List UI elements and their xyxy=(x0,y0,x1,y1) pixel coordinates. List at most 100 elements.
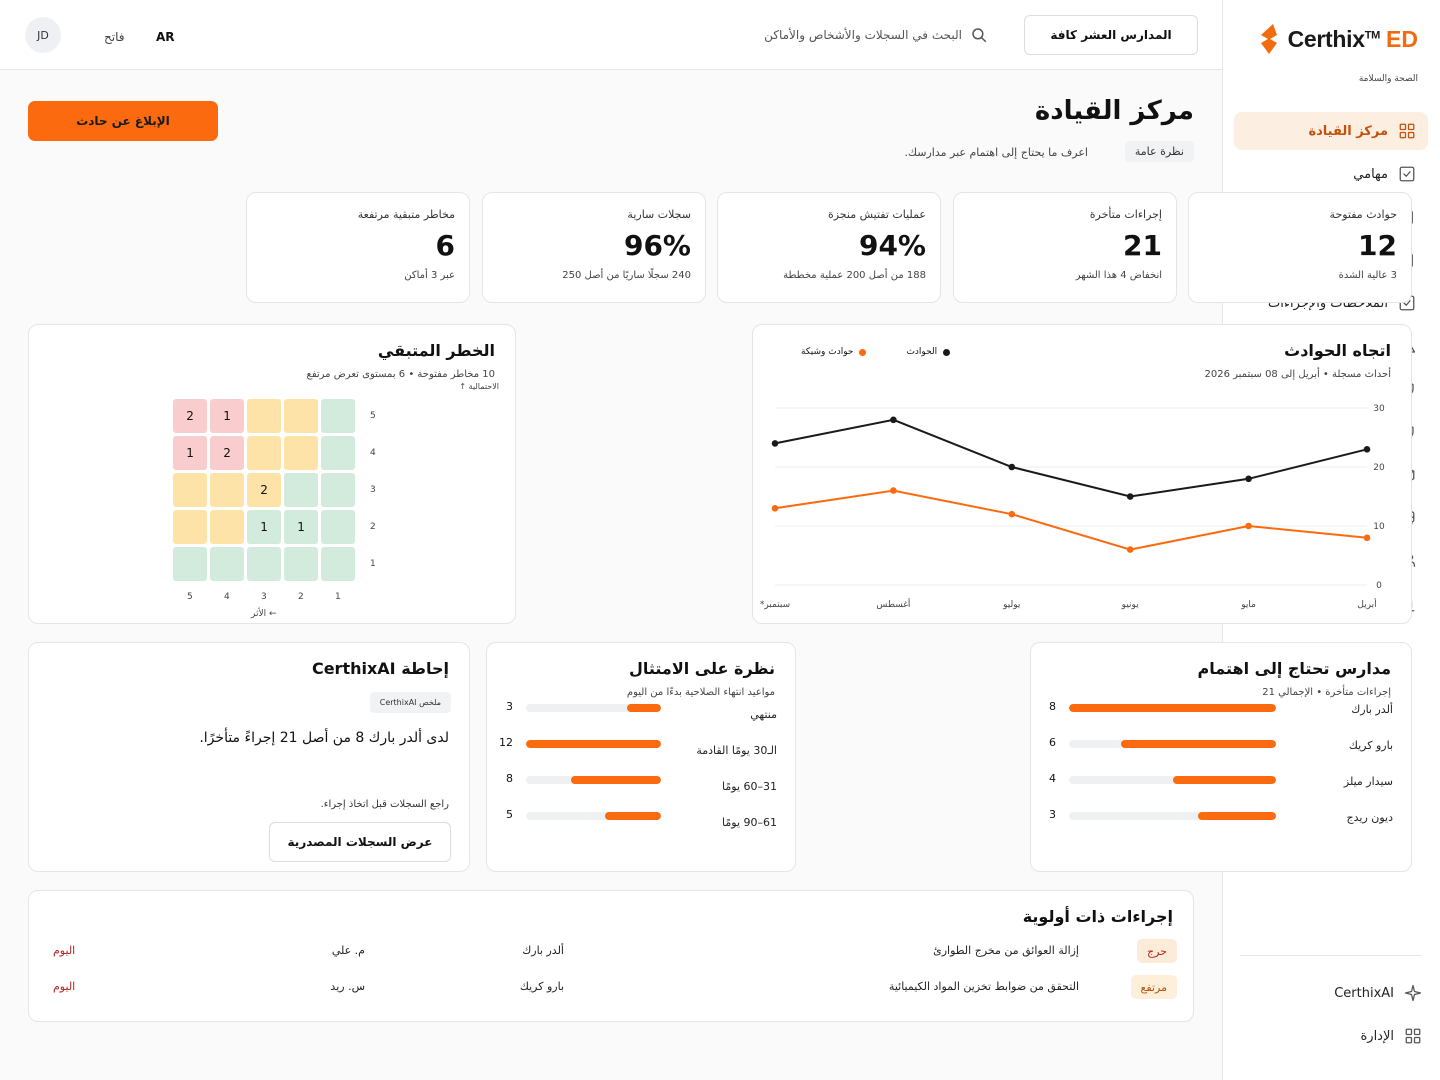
heatmap-cell[interactable] xyxy=(321,510,355,544)
priority-row[interactable]: مرتفع التحقق من ضوابط تخزين المواد الكيمي… xyxy=(49,973,1177,1001)
incident-trend-card: اتجاه الحوادث أحداث مسجلة • أبريل إلى 08… xyxy=(752,324,1412,624)
data-point[interactable] xyxy=(771,505,779,512)
priority-row[interactable]: حرج إزالة العوائق من مخرج الطوارئ ألدر بار… xyxy=(49,937,1177,965)
report-incident-button[interactable]: الإبلاغ عن حادث xyxy=(28,101,218,141)
kpi-note: انخفاض 4 هذا الشهر xyxy=(1075,270,1162,281)
nav-item-bottom-0[interactable]: CerthixAI xyxy=(1240,974,1422,1012)
bar-fill xyxy=(570,776,661,784)
heatmap-cell[interactable] xyxy=(284,473,318,507)
heatmap-cell[interactable]: 2 xyxy=(173,399,207,433)
kpi-value: 96% xyxy=(623,229,691,262)
nav-item-0[interactable]: مركز القيادة xyxy=(1234,112,1428,150)
view-source-records-button[interactable]: عرض السجلات المصدرية xyxy=(269,822,451,862)
data-point[interactable] xyxy=(1008,463,1016,471)
nav-item-label: الإدارة xyxy=(1360,1028,1394,1044)
priority-due: اليوم xyxy=(53,980,76,993)
bar-value: 12 xyxy=(499,736,513,749)
heatmap-cell[interactable] xyxy=(284,547,318,581)
bar-value: 8 xyxy=(1049,700,1056,713)
kpi-card[interactable]: سجلات سارية 96% 240 سجلًا ساريًا من أصل 25… xyxy=(482,192,706,303)
priority-actions-card: إجراءات ذات أولوية حرج إزالة العوائق من م… xyxy=(28,890,1194,1022)
heatmap-cell[interactable] xyxy=(321,473,355,507)
x-tick-label: أغسطس xyxy=(876,598,910,610)
kpi-note: 188 من أصل 200 عملية مخططة xyxy=(783,270,926,281)
kpi-label: إجراءات متأخرة xyxy=(1089,208,1162,221)
kpi-card[interactable]: حوادث مفتوحة 12 3 عالية الشدة xyxy=(1188,192,1412,303)
bar-label: 31–60 يومًا xyxy=(722,780,777,793)
heatmap-cell[interactable]: 1 xyxy=(173,436,207,470)
compliance-title: نظرة على الامتثال xyxy=(628,659,775,678)
bar-fill xyxy=(1069,704,1276,712)
heatmap-cell[interactable] xyxy=(210,473,244,507)
data-point[interactable] xyxy=(1245,522,1252,530)
heatmap-col-label: 2 xyxy=(298,592,304,602)
heatmap-cell[interactable] xyxy=(247,547,281,581)
bar-label: ديون ريدج xyxy=(1346,811,1393,824)
bar-fill xyxy=(1172,776,1276,784)
heatmap-subtitle: 10 مخاطر مفتوحة • 6 بمستوى تعرض مرتفع xyxy=(306,369,496,380)
bar-value: 3 xyxy=(1049,808,1056,821)
search-icon xyxy=(972,28,987,43)
language-toggle[interactable]: AR xyxy=(156,30,175,44)
legend-incidents: الحوادث xyxy=(906,347,951,357)
theme-toggle[interactable]: فاتح xyxy=(104,30,125,44)
bar-label: منتهي xyxy=(750,708,777,721)
trend-subtitle: أحداث مسجلة • أبريل إلى 08 سبتمبر 2026 xyxy=(1204,369,1391,380)
incident-trend-chart: 0 10 20 30 أبريل مايو يونيو يوليو أغسطس سبتمبر* xyxy=(760,404,1385,610)
nav-item-bottom-1[interactable]: الإدارة xyxy=(1240,1017,1422,1055)
search-bar[interactable]: البحث في السجلات والأشخاص والأماكن xyxy=(764,26,988,44)
heatmap-cell[interactable] xyxy=(173,473,207,507)
heatmap-cell[interactable] xyxy=(173,510,207,544)
checkbox-icon xyxy=(1398,165,1416,183)
heatmap-col-label: 3 xyxy=(261,592,267,602)
heatmap-cell[interactable]: 1 xyxy=(247,510,281,544)
heatmap-cell[interactable] xyxy=(247,399,281,433)
bar-track xyxy=(1069,776,1276,784)
schools-subtitle: إجراءات متأخرة • الإجمالي 21 xyxy=(1262,687,1391,698)
heatmap-cell[interactable]: 1 xyxy=(210,399,244,433)
bar-value: 4 xyxy=(1049,772,1056,785)
kpi-card[interactable]: مخاطر متبقية مرتفعة 6 عبر 3 أماكن xyxy=(246,192,470,303)
heatmap-cell[interactable]: 2 xyxy=(247,473,281,507)
grid-icon xyxy=(1404,1027,1422,1045)
data-point[interactable] xyxy=(890,416,897,424)
data-point[interactable] xyxy=(1245,475,1252,483)
compliance-subtitle: مواعيد انتهاء الصلاحية بدءًا من اليوم xyxy=(626,687,775,698)
kpi-card[interactable]: عمليات تفتيش منجزة 94% 188 من أصل 200 عملي… xyxy=(717,192,941,303)
data-point[interactable] xyxy=(1363,534,1371,542)
heatmap-cell[interactable] xyxy=(173,547,207,581)
heatmap-cell[interactable] xyxy=(284,436,318,470)
data-point[interactable] xyxy=(771,440,779,447)
heatmap-cell[interactable] xyxy=(247,436,281,470)
heatmap-cell[interactable] xyxy=(321,436,355,470)
bar-track xyxy=(1069,812,1276,820)
heatmap-cell[interactable] xyxy=(321,547,355,581)
heatmap-cell[interactable] xyxy=(210,510,244,544)
data-point[interactable] xyxy=(1008,510,1016,518)
heatmap-cell[interactable]: 1 xyxy=(284,510,318,544)
bar-fill xyxy=(627,704,661,712)
bar-track xyxy=(526,740,661,748)
page-subtitle: اعرف ما يحتاج إلى اهتمام عبر مدارسك. xyxy=(904,146,1089,159)
priority-due: اليوم xyxy=(53,944,76,957)
nav-item-1[interactable]: مهامي xyxy=(1234,155,1428,193)
heatmap-cell[interactable] xyxy=(321,399,355,433)
data-point[interactable] xyxy=(890,487,897,494)
heatmap-row-label: 5 xyxy=(370,411,376,421)
search-input[interactable]: البحث في السجلات والأشخاص والأماكن xyxy=(764,28,962,42)
priority-action: التحقق من ضوابط تخزين المواد الكيميائية xyxy=(888,980,1079,993)
y-tick-label: 20 xyxy=(1373,463,1385,473)
kpi-card[interactable]: إجراءات متأخرة 21 انخفاض 4 هذا الشهر xyxy=(953,192,1177,303)
data-point[interactable] xyxy=(1126,493,1134,500)
data-point[interactable] xyxy=(1126,546,1134,553)
heatmap-cell[interactable] xyxy=(284,399,318,433)
bar-value: 6 xyxy=(1049,736,1056,749)
heatmap-cell[interactable]: 2 xyxy=(210,436,244,470)
brand-logo[interactable]: CerthixTM ED xyxy=(1256,22,1418,56)
heatmap-row-label: 1 xyxy=(370,559,376,569)
bar-label: ألدر بارك xyxy=(1351,703,1393,716)
heatmap-cell[interactable] xyxy=(210,547,244,581)
data-point[interactable] xyxy=(1363,446,1371,453)
user-avatar[interactable]: JD xyxy=(25,17,61,53)
school-selector-button[interactable]: المدارس العشر كافة xyxy=(1024,15,1198,55)
